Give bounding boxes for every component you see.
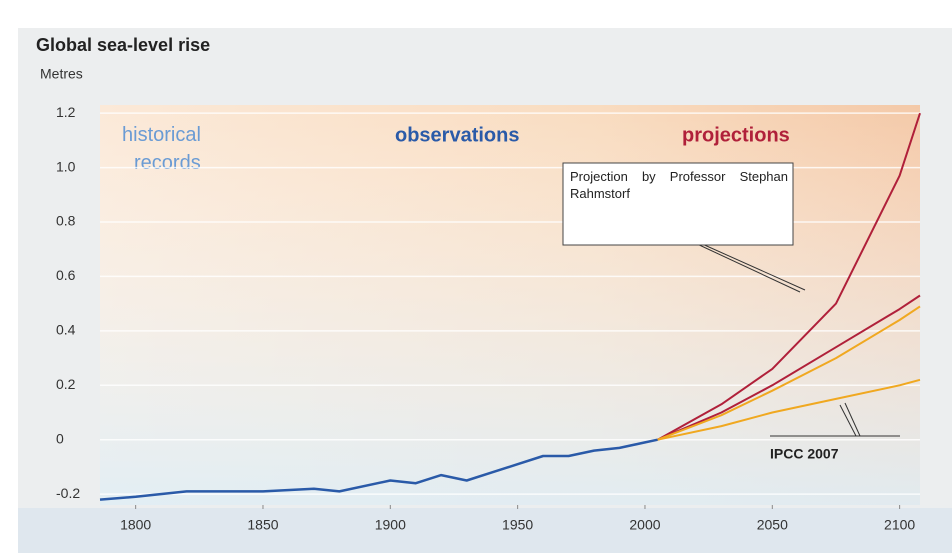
- annotation-box: [562, 162, 794, 246]
- region-label: projections: [682, 124, 790, 146]
- x-tick-label: 2000: [629, 517, 660, 533]
- y-axis-label: Metres: [40, 66, 83, 82]
- annotation: IPCC 2007: [770, 446, 839, 462]
- y-tick-label: 0.8: [56, 213, 76, 229]
- chart-title: Global sea-level rise: [36, 35, 210, 55]
- annotation-text: Projection by Professor Stephan Rahmstor…: [570, 169, 788, 201]
- y-tick-label: 0.6: [56, 267, 76, 283]
- y-tick-label: 0.4: [56, 322, 76, 338]
- y-tick-label: 1.2: [56, 104, 76, 120]
- x-tick-label: 1800: [120, 517, 151, 533]
- series-line: [657, 378, 921, 441]
- region-label: observations: [395, 124, 519, 146]
- series-line: [657, 112, 921, 441]
- y-tick-label: -0.2: [56, 485, 80, 501]
- annotation: Projection by Professor Stephan Rahmstor…: [570, 169, 788, 201]
- x-tick-label: 1900: [375, 517, 406, 533]
- x-tick-label: 2100: [884, 517, 915, 533]
- region-label: historical records: [122, 124, 201, 174]
- leader-line: [699, 242, 806, 291]
- x-axis-band: [18, 508, 952, 553]
- leader-line: [839, 404, 857, 437]
- y-tick-label: 1.0: [56, 158, 76, 174]
- y-tick-label: 0: [56, 430, 64, 446]
- series-line: [657, 294, 921, 441]
- y-tick-label: 0.2: [56, 376, 76, 392]
- leader-line: [694, 242, 801, 293]
- x-tick-label: 1950: [502, 517, 533, 533]
- series-line: [99, 438, 658, 501]
- series-line: [657, 305, 921, 441]
- x-tick-label: 1850: [247, 517, 278, 533]
- leader-line: [844, 402, 861, 437]
- x-tick-label: 2050: [757, 517, 788, 533]
- region-label-historical: historical records: [122, 124, 201, 174]
